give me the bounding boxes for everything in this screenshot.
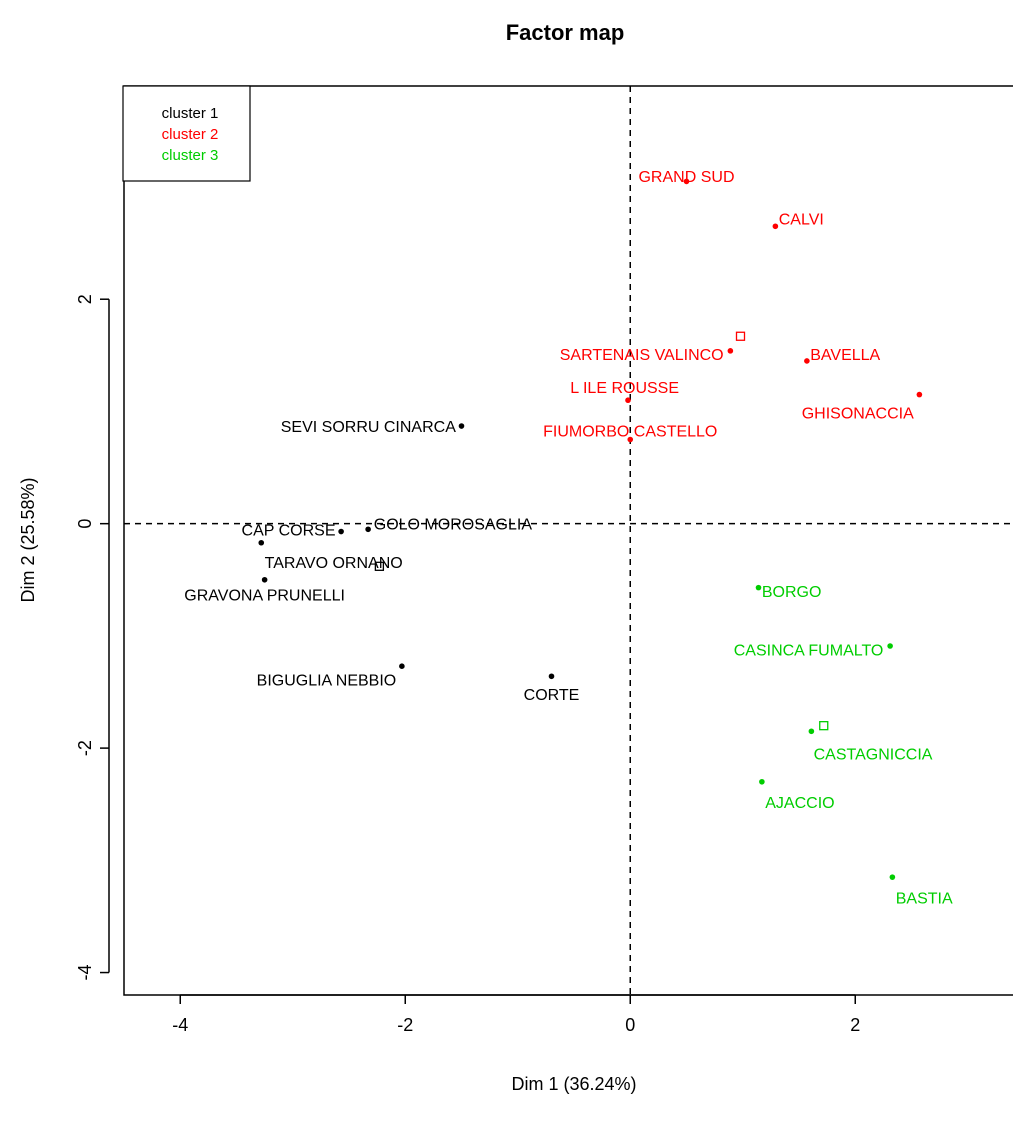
x-axis-label: Dim 1 (36.24%): [511, 1074, 636, 1094]
point-label: GHISONACCIA: [802, 406, 914, 423]
data-point: [772, 223, 779, 230]
legend-entries: cluster 1 cluster 2 cluster 3: [162, 105, 219, 164]
data-point: [804, 358, 810, 364]
data-points: [258, 178, 923, 880]
data-point: [261, 576, 268, 583]
data-point: [627, 436, 634, 443]
data-point: [727, 348, 734, 354]
point-label: SEVI SORRU CINARCA: [281, 419, 456, 436]
point-label: FIUMORBO CASTELLO: [543, 424, 717, 441]
plot-area: SEVI SORRU CINARCA CAP CORSE GOLO MOROSAGL…: [123, 85, 1013, 996]
cluster-3-center-marker: [819, 721, 829, 731]
point-label: BORGO: [762, 584, 822, 601]
data-point: [458, 423, 465, 429]
y-tick-label: 2: [75, 294, 95, 304]
plot-frame: [123, 85, 1013, 996]
point-label: CASTAGNICCIA: [814, 747, 933, 764]
data-point: [887, 643, 893, 649]
data-point: [916, 391, 923, 398]
point-label: GOLO MOROSAGLIA: [374, 517, 533, 534]
data-point: [755, 584, 762, 591]
legend-box: [122, 85, 251, 182]
x-tick-label: 2: [850, 1015, 860, 1035]
point-label: BASTIA: [896, 890, 953, 907]
point-label: SARTENAIS VALINCO: [560, 347, 724, 364]
legend-entry: cluster 1: [162, 105, 219, 122]
point-label: CORTE: [524, 687, 580, 704]
data-point: [808, 728, 815, 735]
point-label: AJACCIO: [765, 795, 834, 812]
x-ticks: -4 -2 0 2: [172, 995, 860, 1035]
point-label: L ILE ROUSSE: [570, 380, 679, 397]
y-axis-label: Dim 2 (25.58%): [18, 477, 38, 602]
cluster-1-center-marker: [374, 561, 385, 571]
cluster-centers: [374, 331, 829, 731]
y-ticks: -4 -2 0 2: [75, 294, 109, 981]
y-tick-label: -4: [75, 965, 95, 981]
x-axis: -4 -2 0 2: [172, 994, 860, 1035]
point-label: TARAVO ORNANO: [265, 555, 403, 572]
data-point: [399, 663, 405, 669]
data-point: [548, 673, 555, 680]
point-label: CALVI: [779, 211, 824, 228]
y-tick-label: 0: [75, 519, 95, 529]
data-point: [338, 528, 344, 535]
point-label: BIGUGLIA NEBBIO: [257, 673, 397, 690]
data-point: [683, 178, 690, 185]
chart-title: Factor map: [506, 20, 625, 45]
legend-entry: cluster 3: [162, 147, 219, 164]
x-tick-label: -4: [172, 1015, 188, 1035]
y-tick-label: -2: [75, 740, 95, 756]
data-point: [625, 397, 631, 404]
point-label: CASINCA FUMALTO: [734, 642, 884, 659]
data-point: [365, 526, 371, 533]
point-labels: SEVI SORRU CINARCA CAP CORSE GOLO MOROSAGL…: [184, 169, 953, 908]
point-label: CAP CORSE: [242, 522, 336, 539]
cluster-2-center-marker: [735, 331, 746, 341]
point-label: GRAVONA PRUNELLI: [184, 587, 345, 604]
point-label: BAVELLA: [810, 347, 880, 364]
legend-entry: cluster 2: [162, 126, 219, 143]
x-tick-label: -2: [397, 1015, 413, 1035]
legend: cluster 1 cluster 2 cluster 3: [122, 85, 251, 182]
data-point: [258, 539, 265, 546]
data-point: [759, 778, 765, 785]
data-point: [889, 874, 896, 880]
x-tick-label: 0: [625, 1015, 635, 1035]
y-axis: -4 -2 0 2: [75, 294, 110, 981]
point-label: GRAND SUD: [638, 169, 734, 186]
